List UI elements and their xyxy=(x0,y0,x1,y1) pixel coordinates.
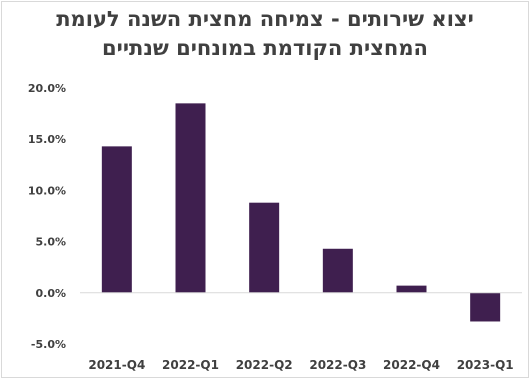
x-category-label: 2022-Q4 xyxy=(383,358,440,372)
bar xyxy=(396,285,427,293)
chart-title-line-2: המחצית הקודמת במונחים שנתיים xyxy=(102,36,428,60)
chart-title-line-1: יצוא שירותים - צמיחה מחצית השנה לעומת xyxy=(56,7,474,31)
x-category-label: 2023-Q1 xyxy=(457,358,514,372)
bar xyxy=(470,292,501,322)
bar-series xyxy=(101,103,501,322)
y-tick-label: 5.0% xyxy=(35,236,66,249)
bar xyxy=(322,248,353,293)
y-tick-label: 10.0% xyxy=(28,184,66,197)
x-category-label: 2022-Q2 xyxy=(236,358,293,372)
x-category-label: 2021-Q4 xyxy=(88,358,145,372)
bar xyxy=(249,202,280,293)
x-category-label: 2022-Q3 xyxy=(309,358,366,372)
x-category-label: 2022-Q1 xyxy=(162,358,219,372)
y-axis-tick-labels: 20.0% 15.0% 10.0% 5.0% 0.0% -5.0% xyxy=(28,82,66,351)
y-tick-label: -5.0% xyxy=(31,338,66,351)
x-axis-category-labels: 2021-Q4 2022-Q1 2022-Q2 2022-Q3 2022-Q4 2023-… xyxy=(88,358,513,372)
y-tick-label: 15.0% xyxy=(28,133,66,146)
bar xyxy=(101,146,132,293)
y-tick-label: 20.0% xyxy=(28,82,66,95)
y-tick-label: 0.0% xyxy=(35,287,66,300)
bar xyxy=(175,103,206,293)
